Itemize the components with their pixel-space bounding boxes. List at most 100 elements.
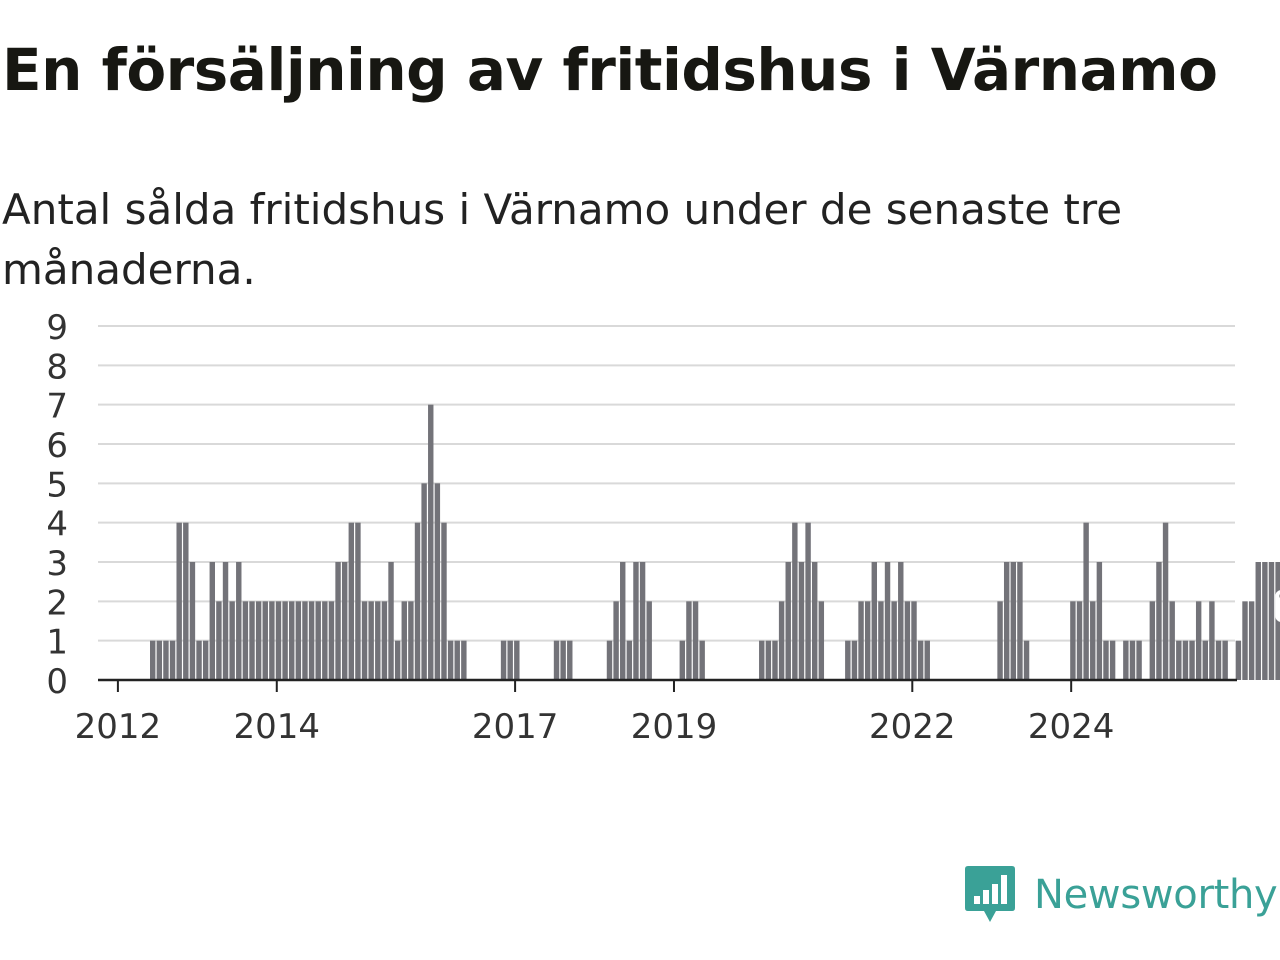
bar (924, 640, 930, 680)
bar (639, 562, 646, 680)
chart-title: En försäljning av fritidshus i Värnamo (2, 36, 1218, 104)
bar (408, 601, 414, 680)
bar (341, 562, 348, 680)
bar (434, 483, 441, 680)
bar (1176, 640, 1182, 680)
bar (1070, 601, 1076, 680)
bar (1162, 522, 1169, 680)
y-tick-label: 9 (46, 308, 68, 348)
bar (229, 601, 235, 680)
bar (375, 601, 381, 680)
bar (904, 601, 911, 680)
bar (818, 601, 825, 680)
bar (447, 640, 454, 680)
chart-subtitle: Antal sålda fritidshus i Värnamo under d… (2, 185, 1123, 294)
bar (911, 601, 917, 680)
bar (692, 601, 699, 680)
bar (798, 562, 805, 680)
bar (679, 640, 686, 680)
bar (361, 601, 368, 680)
bar (196, 640, 202, 680)
x-tick-label: 2014 (234, 707, 321, 747)
bar (845, 640, 851, 680)
y-tick-label: 3 (46, 544, 68, 584)
latest-value-label: 1 (1276, 587, 1280, 625)
bar (394, 640, 401, 680)
bar (613, 601, 619, 680)
bar (1003, 562, 1010, 680)
x-tick-labels: 2012 2014 2017 2019 2022 2024 (75, 707, 1115, 747)
bar (1248, 601, 1255, 680)
bar (514, 640, 520, 680)
bar (414, 522, 421, 680)
bar (1189, 640, 1195, 680)
bar (388, 562, 394, 680)
y-tick-label: 8 (46, 347, 68, 387)
bar (1017, 562, 1023, 680)
bar (567, 640, 573, 680)
y-tick-label: 4 (46, 505, 68, 545)
bar (183, 522, 189, 680)
bar (1182, 640, 1189, 680)
bar (1202, 640, 1208, 680)
bar (322, 601, 328, 680)
bar (368, 601, 374, 680)
bar (163, 640, 169, 680)
x-tick-label: 2012 (75, 707, 162, 747)
newsworthy-brand[interactable]: Newsworthy (964, 864, 1278, 926)
bar (308, 601, 315, 680)
bar (1136, 640, 1142, 680)
bar (242, 601, 249, 680)
bar (216, 601, 222, 680)
bar (1129, 640, 1136, 680)
bar (262, 601, 268, 680)
bar (792, 522, 798, 680)
bar (759, 640, 765, 680)
bar (507, 640, 513, 680)
x-tick-label: 2024 (1028, 707, 1115, 747)
x-tick-label: 2017 (472, 707, 559, 747)
newsworthy-logo-icon (965, 866, 1015, 922)
x-tick-label: 2019 (631, 707, 718, 747)
bar (1275, 562, 1280, 680)
bar (805, 522, 811, 680)
bar (289, 601, 295, 680)
bar (1090, 601, 1096, 680)
bar (1123, 640, 1129, 680)
bar (401, 601, 407, 680)
bar (269, 601, 275, 680)
bar (335, 562, 341, 680)
bar (249, 601, 255, 680)
bar (428, 404, 434, 680)
bar (209, 562, 215, 680)
bar (1149, 601, 1156, 680)
bar (500, 640, 507, 680)
y-tick-label: 0 (46, 662, 68, 702)
bar (884, 562, 891, 680)
bar (1156, 562, 1162, 680)
bar (355, 522, 361, 680)
bar (1209, 601, 1215, 680)
bar (626, 640, 633, 680)
bar (620, 562, 626, 680)
bar (282, 601, 288, 680)
bar (646, 601, 652, 680)
bar (1262, 562, 1268, 680)
bar (778, 601, 785, 680)
bar (1083, 522, 1089, 680)
bar (1242, 601, 1248, 680)
bar (1235, 640, 1242, 680)
bar (1109, 640, 1116, 680)
y-tick-label: 6 (46, 426, 68, 466)
bar (997, 601, 1003, 680)
bar (275, 601, 282, 680)
bar (765, 640, 772, 680)
y-tick-label: 5 (46, 465, 68, 505)
bar (606, 640, 613, 680)
bar (864, 601, 871, 680)
bar (381, 601, 388, 680)
bar (454, 640, 460, 680)
bar (686, 601, 692, 680)
